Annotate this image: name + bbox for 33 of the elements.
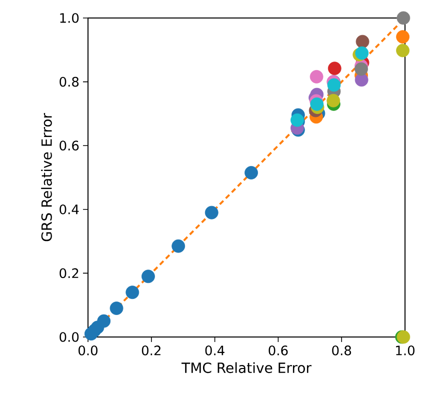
x-tick-label: 0.0 xyxy=(78,346,98,356)
x-tick-label: 1.0 xyxy=(396,346,414,356)
point xyxy=(110,302,124,315)
y-tick-label: 0.6 xyxy=(60,140,79,151)
point xyxy=(396,30,410,44)
point xyxy=(326,94,340,108)
y-tick-label: 0.8 xyxy=(60,76,79,87)
point xyxy=(310,97,324,111)
point xyxy=(172,239,186,253)
x-tick-label: 0.4 xyxy=(205,346,224,356)
x-tick-label: 0.6 xyxy=(268,346,288,356)
x-tick-label: 0.2 xyxy=(142,346,160,356)
point xyxy=(310,70,324,84)
point xyxy=(354,62,368,76)
point xyxy=(356,34,370,48)
point xyxy=(142,270,155,284)
point xyxy=(244,166,258,180)
y-tick-label: 0.2 xyxy=(60,268,78,278)
y-tick-label: 1.0 xyxy=(60,13,79,23)
point xyxy=(204,206,218,220)
point xyxy=(327,78,341,92)
point xyxy=(396,44,410,58)
point xyxy=(126,286,140,300)
point xyxy=(354,73,368,87)
x-axis-title: TMC Relative Error xyxy=(182,362,312,374)
point xyxy=(97,314,111,328)
y-tick-label: 0.0 xyxy=(60,332,79,342)
point xyxy=(396,11,410,25)
y-axis-title: GRS Relative Error xyxy=(41,113,52,242)
x-tick-label: 0.8 xyxy=(332,346,352,356)
point xyxy=(328,62,342,76)
y-tick-label: 0.4 xyxy=(60,204,79,214)
point xyxy=(355,46,369,60)
